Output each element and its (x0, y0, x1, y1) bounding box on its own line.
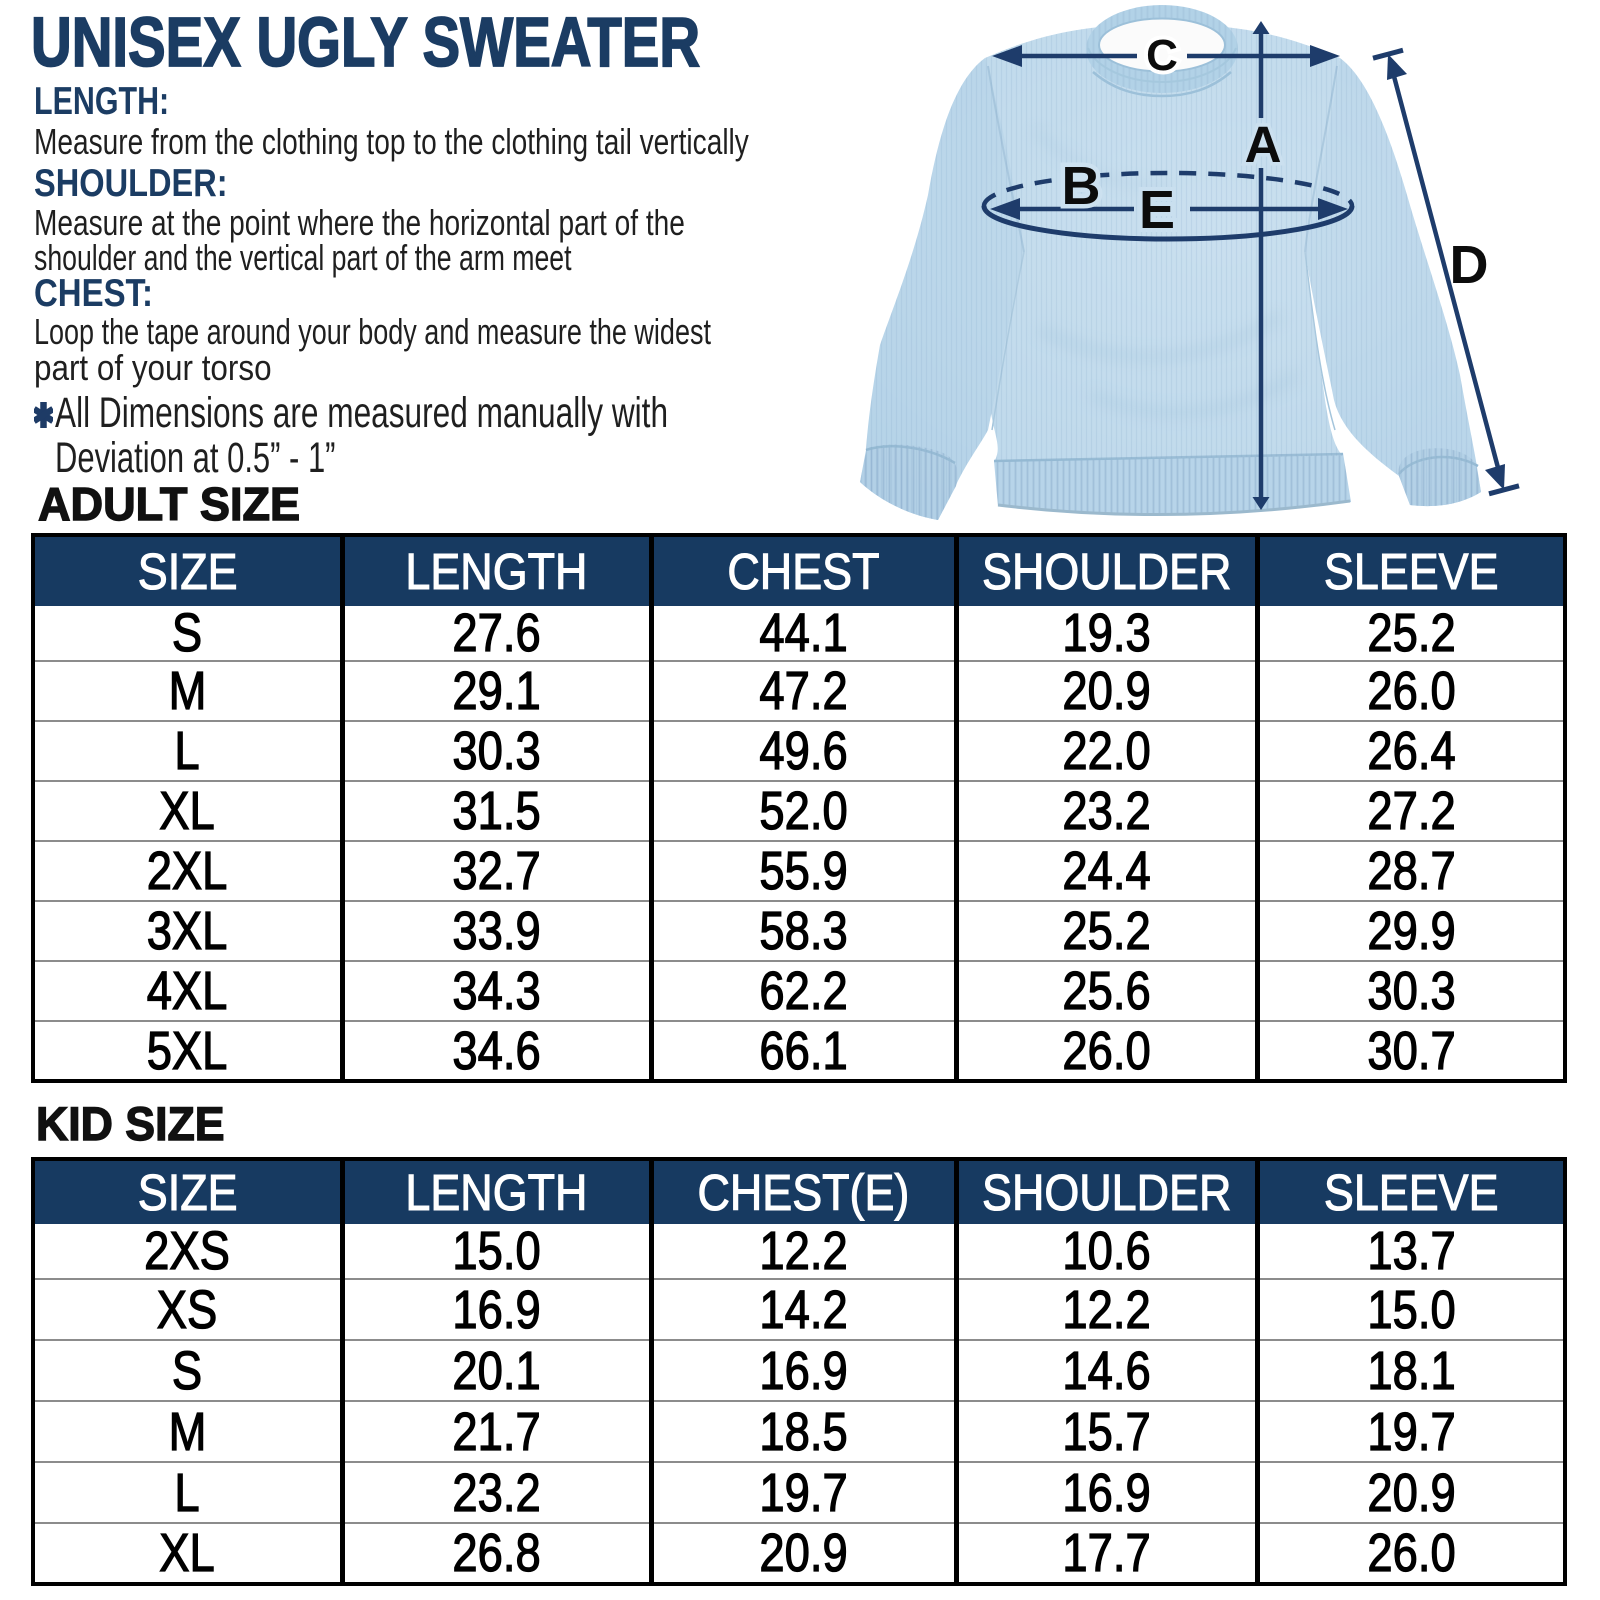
svg-text:C: C (1146, 31, 1178, 80)
svg-text:A: A (1245, 116, 1282, 173)
svg-text:E: E (1139, 180, 1175, 240)
svg-text:D: D (1450, 235, 1489, 295)
svg-text:B: B (1062, 156, 1101, 216)
